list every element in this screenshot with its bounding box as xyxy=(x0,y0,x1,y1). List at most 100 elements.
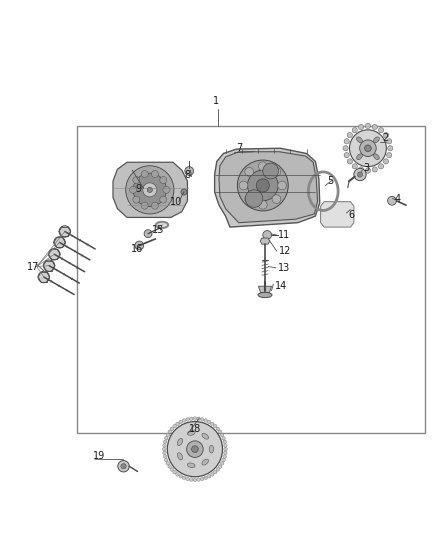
Ellipse shape xyxy=(202,433,208,439)
Circle shape xyxy=(213,424,217,428)
Circle shape xyxy=(357,172,363,177)
Circle shape xyxy=(193,417,197,420)
Circle shape xyxy=(163,187,170,193)
Ellipse shape xyxy=(357,154,362,159)
Circle shape xyxy=(166,462,170,465)
Circle shape xyxy=(201,477,204,481)
Circle shape xyxy=(220,462,224,465)
Circle shape xyxy=(272,195,281,204)
Circle shape xyxy=(121,464,126,469)
Bar xyxy=(77,126,425,433)
Text: 7: 7 xyxy=(237,143,243,154)
Circle shape xyxy=(49,248,60,260)
Circle shape xyxy=(208,474,211,478)
Circle shape xyxy=(222,458,225,462)
Circle shape xyxy=(126,166,174,214)
Circle shape xyxy=(258,200,267,209)
Circle shape xyxy=(211,422,214,426)
Ellipse shape xyxy=(156,222,168,228)
Text: 5: 5 xyxy=(328,176,334,186)
Ellipse shape xyxy=(209,445,214,453)
Circle shape xyxy=(163,440,167,443)
Ellipse shape xyxy=(177,453,183,460)
Circle shape xyxy=(222,437,225,440)
Circle shape xyxy=(201,418,204,421)
Polygon shape xyxy=(113,162,187,217)
Polygon shape xyxy=(219,152,318,223)
Text: 15: 15 xyxy=(152,225,165,235)
Circle shape xyxy=(168,465,171,469)
Circle shape xyxy=(173,424,177,428)
Text: 11: 11 xyxy=(278,230,290,240)
Circle shape xyxy=(387,139,392,144)
Text: 12: 12 xyxy=(279,246,291,256)
Circle shape xyxy=(237,160,288,211)
Circle shape xyxy=(352,164,357,169)
Circle shape xyxy=(54,237,65,248)
Circle shape xyxy=(278,181,286,190)
Circle shape xyxy=(247,170,278,201)
Circle shape xyxy=(372,167,378,172)
Text: 9: 9 xyxy=(136,183,142,193)
Circle shape xyxy=(365,168,371,173)
Circle shape xyxy=(43,260,55,271)
Circle shape xyxy=(176,473,179,476)
Circle shape xyxy=(191,446,198,453)
Circle shape xyxy=(170,427,174,431)
Polygon shape xyxy=(321,201,354,227)
Circle shape xyxy=(216,427,219,431)
Circle shape xyxy=(343,146,348,151)
Circle shape xyxy=(272,167,281,176)
Text: 18: 18 xyxy=(189,424,201,433)
Circle shape xyxy=(190,478,193,481)
Circle shape xyxy=(118,461,129,472)
Circle shape xyxy=(173,470,177,474)
Circle shape xyxy=(181,189,187,195)
Circle shape xyxy=(190,417,193,421)
Polygon shape xyxy=(215,148,320,227)
Text: 2: 2 xyxy=(382,133,388,143)
Circle shape xyxy=(182,476,186,480)
Polygon shape xyxy=(260,238,270,244)
Circle shape xyxy=(163,443,166,447)
Circle shape xyxy=(245,190,263,207)
Circle shape xyxy=(147,187,152,192)
Circle shape xyxy=(133,196,140,203)
Circle shape xyxy=(185,167,194,175)
Circle shape xyxy=(170,468,174,471)
Circle shape xyxy=(219,465,222,469)
Circle shape xyxy=(224,447,227,451)
Circle shape xyxy=(38,271,49,282)
Circle shape xyxy=(347,133,353,138)
Circle shape xyxy=(167,422,223,477)
Ellipse shape xyxy=(187,431,195,435)
Circle shape xyxy=(372,124,378,130)
Circle shape xyxy=(220,433,224,437)
Circle shape xyxy=(347,159,353,164)
Circle shape xyxy=(162,447,166,451)
Circle shape xyxy=(387,152,392,158)
Circle shape xyxy=(358,167,364,172)
Circle shape xyxy=(152,171,159,177)
Ellipse shape xyxy=(177,438,183,446)
Circle shape xyxy=(378,127,384,133)
Circle shape xyxy=(168,430,171,433)
Circle shape xyxy=(182,419,186,422)
Circle shape xyxy=(365,123,371,128)
Circle shape xyxy=(354,168,366,181)
Circle shape xyxy=(223,455,226,458)
Circle shape xyxy=(358,124,364,130)
Text: 16: 16 xyxy=(131,244,143,254)
Circle shape xyxy=(165,437,168,440)
Circle shape xyxy=(216,468,219,471)
Circle shape xyxy=(163,455,167,458)
Circle shape xyxy=(143,183,157,197)
Text: 10: 10 xyxy=(170,197,182,207)
Circle shape xyxy=(383,159,389,164)
Circle shape xyxy=(186,477,189,481)
Ellipse shape xyxy=(374,154,379,159)
Text: 6: 6 xyxy=(349,210,355,220)
Circle shape xyxy=(204,476,208,480)
Circle shape xyxy=(166,433,170,437)
Circle shape xyxy=(223,443,227,447)
